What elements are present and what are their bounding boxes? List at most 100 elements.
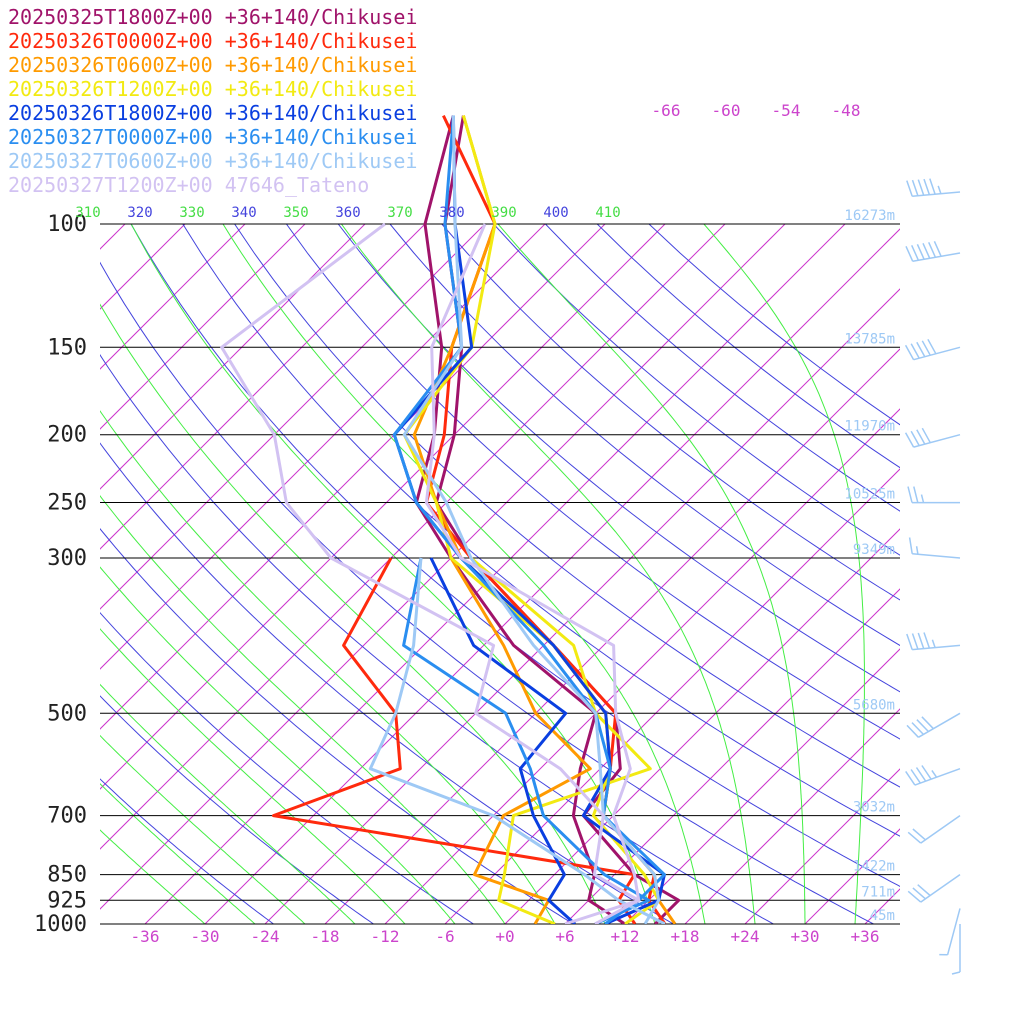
- isotherm-line: [925, 224, 1024, 924]
- pressure-tick-label: 150: [47, 335, 87, 360]
- temperature-tick-label: +24: [731, 927, 760, 946]
- moist-adiabat-line: [100, 783, 256, 924]
- wind-barb-staff: [913, 346, 961, 361]
- pressure-tick-label: 200: [47, 423, 87, 448]
- height-label: 10525m: [844, 487, 895, 503]
- legend-entry: 20250327T0600Z+00 +36+140/Chikusei: [8, 149, 417, 173]
- pressure-tick-label: 700: [47, 804, 87, 829]
- wind-barb-flag: [923, 632, 931, 649]
- legend-entry: 20250327T1200Z+00 47646_Tateno: [8, 173, 369, 197]
- dry-adiabat-line: [234, 224, 900, 788]
- wind-barb: [904, 338, 961, 361]
- temperature-tick-label: +0: [495, 927, 514, 946]
- upper-temperature-label: -48: [832, 101, 861, 120]
- wind-barb-staff: [920, 814, 961, 844]
- pressure-tick-label: 250: [47, 491, 87, 516]
- wind-barb-flag: [907, 486, 913, 503]
- moist-adiabat-line: [130, 224, 656, 924]
- isotherm-line: [100, 224, 186, 310]
- dewpoint-line: [368, 557, 666, 924]
- isotherm-line: [624, 648, 900, 924]
- wind-barb: [905, 765, 961, 786]
- temperature-tick-label: -12: [371, 927, 400, 946]
- wind-barb-half-flag: [937, 185, 942, 194]
- wind-barb: [906, 632, 961, 651]
- height-label: 5680m: [853, 697, 895, 713]
- sounding-profiles: [220, 114, 681, 924]
- wind-barb-flag: [916, 719, 929, 733]
- wind-barb-flag: [923, 178, 931, 195]
- wind-barb-flag: [911, 722, 924, 735]
- moist-adiabat-line: [905, 224, 951, 924]
- wind-barb-flag: [929, 178, 936, 195]
- wind-barb-flag: [928, 241, 937, 258]
- isotherm-line: [744, 768, 900, 924]
- legend-entry: 20250327T0000Z+00 +36+140/Chikusei: [8, 125, 417, 149]
- pressure-tick-label: 1000: [34, 912, 87, 937]
- wind-barb-flag: [921, 716, 934, 730]
- dewpoint-line: [271, 557, 637, 924]
- theta-label: 370: [387, 205, 412, 221]
- wind-barb-flag: [916, 429, 926, 445]
- wind-barbs: [904, 178, 961, 975]
- wind-barb-staff: [914, 767, 961, 786]
- wind-barb-staff: [912, 252, 961, 263]
- pressure-tick-label: 925: [47, 888, 87, 913]
- isotherm-line: [444, 468, 900, 924]
- wind-barb-half-flag: [915, 546, 919, 555]
- isotherm-line: [504, 528, 900, 924]
- isotherm-line: [100, 224, 306, 430]
- temperature-tick-label: +6: [555, 927, 574, 946]
- pressure-tick-label: 500: [47, 701, 87, 726]
- wind-barb-flag: [921, 427, 931, 444]
- sounding-series: [368, 115, 666, 924]
- height-label: 1422m: [853, 859, 895, 875]
- moist-adiabat-line: [497, 224, 806, 924]
- legend: 20250325T1800Z+00 +36+140/Chikusei202503…: [8, 5, 417, 197]
- isotherm-line: [564, 588, 900, 924]
- wind-barb: [907, 814, 961, 844]
- wind-barb-half-flag: [920, 494, 925, 503]
- wind-barb-flag: [922, 242, 931, 259]
- wind-barb-half-flag: [951, 971, 961, 975]
- height-label: 13785m: [844, 331, 895, 347]
- legend-entry: 20250326T0600Z+00 +36+140/Chikusei: [8, 53, 417, 77]
- dewpoint-line: [220, 222, 641, 924]
- wind-barb-half-flag: [931, 639, 936, 648]
- wind-barb-flag: [911, 244, 920, 261]
- upper-temperature-label: -66: [652, 101, 681, 120]
- wind-barb: [906, 178, 961, 197]
- temperature-tick-label: +36: [851, 927, 880, 946]
- wind-barb-flag: [927, 338, 937, 355]
- wind-barb-flag: [908, 537, 913, 554]
- dry-adiabat-line: [441, 224, 900, 601]
- isotherm-line: [804, 828, 900, 924]
- wind-barb-flag: [905, 245, 914, 262]
- wind-barb-flag: [917, 179, 925, 196]
- temperature-tick-label: -18: [311, 927, 340, 946]
- wind-barb: [905, 240, 961, 263]
- height-label: 45m: [870, 908, 895, 924]
- wind-barb: [951, 924, 961, 975]
- theta-label: 320: [127, 205, 152, 221]
- isotherm-line: [100, 224, 786, 910]
- isotherm-line: [324, 348, 900, 924]
- moist-adiabat-line: [100, 829, 206, 924]
- dry-adiabat-line: [648, 224, 900, 426]
- wind-barb: [908, 537, 961, 559]
- temperature-tick-label: -6: [435, 927, 454, 946]
- wind-barb-flag: [910, 769, 921, 784]
- pressure-tick-label: 100: [47, 212, 87, 237]
- wind-barb-flag: [910, 343, 920, 359]
- wind-barb-flag: [921, 765, 932, 780]
- wind-barb-flag: [917, 884, 931, 897]
- moist-adiabat-line: [703, 224, 865, 924]
- wind-barb: [939, 908, 961, 956]
- temperature-tick-label: +18: [671, 927, 700, 946]
- theta-label: 310: [75, 205, 100, 221]
- dewpoint-line: [449, 557, 592, 924]
- dewpoint-line: [429, 557, 577, 924]
